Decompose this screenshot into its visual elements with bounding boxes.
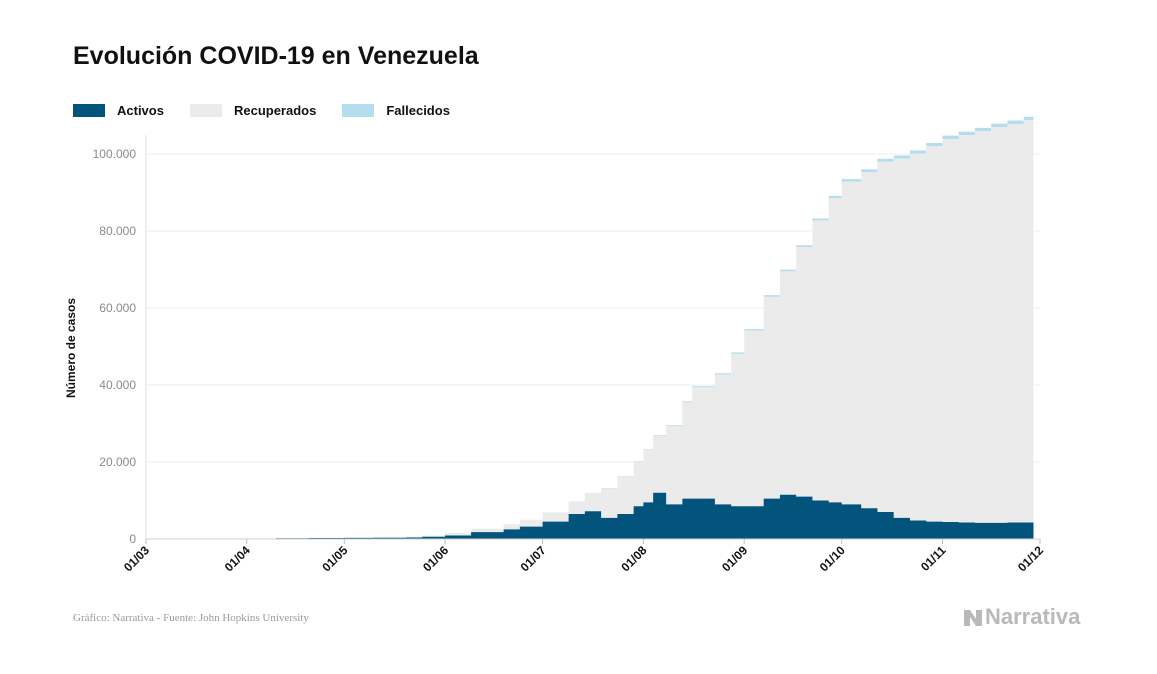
y-tick-label-0: 0 [129,532,136,546]
legend: Activos Recuperados Fallecidos [73,103,450,118]
legend-item-recuperados: Recuperados [189,103,317,118]
x-tick-label-1: 01/04 [222,543,253,574]
legend-label-fallecidos: Fallecidos [386,103,450,118]
x-tick-label-4: 01/07 [518,543,549,574]
y-tick-label-5: 100.000 [93,147,137,161]
legend-label-activos: Activos [117,103,164,118]
y-tick-label-3: 60.000 [99,301,136,315]
x-tick-label-7: 01/10 [817,543,848,574]
x-tick-label-0: 01/03 [121,543,152,574]
y-tick-label-1: 20.000 [99,455,136,469]
x-tick-label-3: 01/06 [420,543,451,574]
legend-item-fallecidos: Fallecidos [342,103,450,118]
legend-swatch-fallecidos [342,104,375,117]
legend-label-recuperados: Recuperados [233,103,317,118]
narrativa-logo: Narrativa [963,604,1080,630]
logo-text: Narrativa [985,604,1081,629]
series-area-recuperados [191,120,1034,539]
x-tick-label-9: 01/12 [1015,543,1046,574]
legend-swatch-recuperados [189,104,222,117]
x-tick-label-2: 01/05 [319,543,350,574]
series-area-activos [191,492,1034,539]
legend-item-activos: Activos [73,103,164,118]
legend-swatch-activos [73,104,105,117]
narrativa-logo-icon [964,610,982,626]
x-tick-label-6: 01/09 [719,543,750,574]
y-tick-label-4: 80.000 [99,224,136,238]
chart-title: Evolución COVID-19 en Venezuela [73,42,479,70]
x-tick-label-5: 01/08 [618,543,649,574]
y-tick-label-2: 40.000 [99,378,136,392]
x-tick-label-8: 01/11 [918,543,949,574]
source-note: Gráfico: Narrativa - Fuente: John Hopkin… [73,612,309,624]
